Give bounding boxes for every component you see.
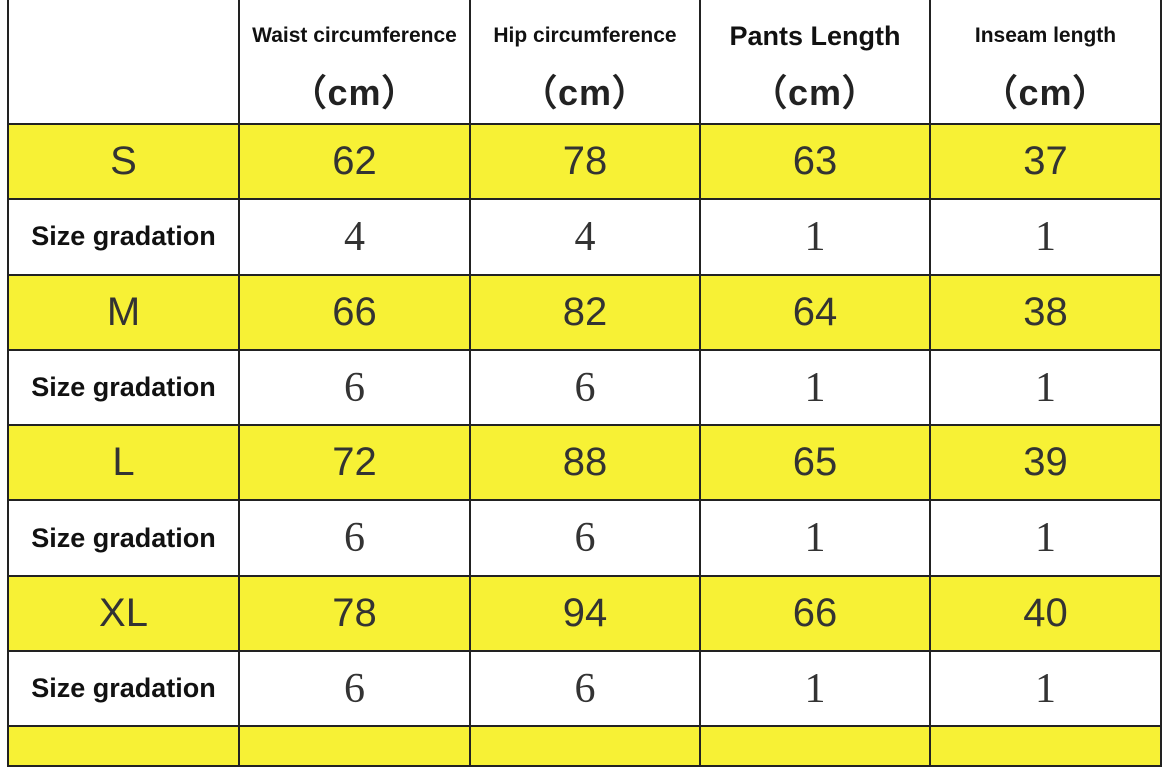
gradation-row-label: Size gradation <box>9 200 240 276</box>
row-label-text: Size gradation <box>31 522 216 553</box>
table-cell: 66 <box>701 576 931 653</box>
cell-value: 6 <box>344 515 365 562</box>
cell-value: 1 <box>804 665 826 712</box>
header-unit: （cm） <box>981 72 1110 113</box>
table-cell: 6 <box>240 652 471 728</box>
row-label-text: L <box>112 440 135 485</box>
gradation-row-label: Size gradation <box>9 501 240 577</box>
table-cell: 94 <box>471 576 701 653</box>
cell-value: 66 <box>332 289 377 334</box>
table-cell: 1 <box>701 652 931 728</box>
cell-value: 82 <box>562 289 608 334</box>
size-row-label: XL <box>9 576 240 653</box>
table-cell: 72 <box>240 426 471 502</box>
cell-value: 63 <box>792 139 838 184</box>
row-label-text: Size gradation <box>31 372 216 403</box>
cell-value: 66 <box>792 590 838 635</box>
size-row-label: L <box>9 426 240 502</box>
table-cell: 38 <box>931 275 1162 351</box>
cell-value: 37 <box>1023 139 1068 184</box>
cell-value: 6 <box>574 665 596 712</box>
table-cell: 63 <box>701 125 931 201</box>
size-row-label: M <box>9 275 240 351</box>
header-waist: Waist circumference （cm） <box>240 0 471 125</box>
cell-value: 6 <box>574 515 596 562</box>
cell-value: 4 <box>574 213 596 260</box>
cell-value: 78 <box>332 590 377 635</box>
table-cell: 88 <box>471 426 701 502</box>
cell-value: 1 <box>1035 213 1056 260</box>
cut-off-row-cell <box>701 727 931 767</box>
table-cell: 1 <box>931 652 1162 728</box>
table-cell: 6 <box>240 501 471 577</box>
table-cell: 37 <box>931 125 1162 201</box>
table-cell: 40 <box>931 576 1162 653</box>
header-corner <box>9 0 240 125</box>
row-label-text: XL <box>99 590 148 635</box>
table-cell: 66 <box>240 275 471 351</box>
table-cell: 78 <box>471 125 701 201</box>
cell-value: 38 <box>1023 289 1068 334</box>
table-cell: 64 <box>701 275 931 351</box>
cut-off-row-cell <box>9 727 240 767</box>
table-cell: 1 <box>931 501 1162 577</box>
cell-value: 78 <box>562 139 608 184</box>
row-label-text: Size gradation <box>31 221 216 252</box>
cell-value: 40 <box>1023 590 1068 635</box>
header-label: Hip circumference <box>493 24 677 47</box>
header-hip: Hip circumference （cm） <box>471 0 701 125</box>
table-cell: 4 <box>240 200 471 276</box>
header-unit: （cm） <box>290 72 419 113</box>
cell-value: 94 <box>562 590 608 635</box>
cell-value: 1 <box>804 364 826 411</box>
cell-value: 1 <box>804 213 826 260</box>
cell-value: 88 <box>562 440 608 485</box>
table-cell: 1 <box>931 200 1162 276</box>
header-label: Pants Length <box>729 20 901 51</box>
table-cell: 1 <box>701 200 931 276</box>
table-cell: 65 <box>701 426 931 502</box>
cut-off-row-cell <box>471 727 701 767</box>
header-inseam: Inseam length （cm） <box>931 0 1162 125</box>
header-unit: （cm） <box>750 72 880 113</box>
cell-value: 1 <box>1035 364 1056 411</box>
table-cell: 4 <box>471 200 701 276</box>
cell-value: 1 <box>1035 665 1056 712</box>
table-cell: 78 <box>240 576 471 653</box>
table-cell: 1 <box>701 501 931 577</box>
table-cell: 6 <box>471 350 701 427</box>
cut-off-row-cell <box>931 727 1162 767</box>
size-chart-table: Waist circumference （cm） Hip circumferen… <box>7 0 1162 767</box>
row-label-text: M <box>106 289 141 334</box>
cell-value: 1 <box>804 515 826 562</box>
header-label: Inseam length <box>974 24 1117 47</box>
cell-value: 65 <box>792 440 838 485</box>
gradation-row-label: Size gradation <box>9 652 240 728</box>
table-cell: 62 <box>240 125 471 201</box>
cell-value: 6 <box>344 665 365 712</box>
table-cell: 82 <box>471 275 701 351</box>
cell-value: 62 <box>332 139 377 184</box>
cell-value: 6 <box>574 364 596 411</box>
size-row-label: S <box>9 125 240 201</box>
header-label: Waist circumference <box>252 24 457 47</box>
header-pants-length: Pants Length （cm） <box>701 0 931 125</box>
table-cell: 6 <box>240 350 471 427</box>
cell-value: 4 <box>344 213 365 260</box>
table-cell: 39 <box>931 426 1162 502</box>
table-cell: 6 <box>471 652 701 728</box>
cell-value: 64 <box>792 289 838 334</box>
cell-value: 72 <box>332 440 377 485</box>
row-label-text: Size gradation <box>31 673 216 704</box>
gradation-row-label: Size gradation <box>9 350 240 427</box>
table-cell: 1 <box>931 350 1162 427</box>
cut-off-row-cell <box>240 727 471 767</box>
table-cell: 6 <box>471 501 701 577</box>
cell-value: 1 <box>1035 515 1056 562</box>
cell-value: 39 <box>1023 440 1068 485</box>
row-label-text: S <box>110 139 137 184</box>
header-unit: （cm） <box>520 72 650 113</box>
table-cell: 1 <box>701 350 931 427</box>
cell-value: 6 <box>344 364 365 411</box>
